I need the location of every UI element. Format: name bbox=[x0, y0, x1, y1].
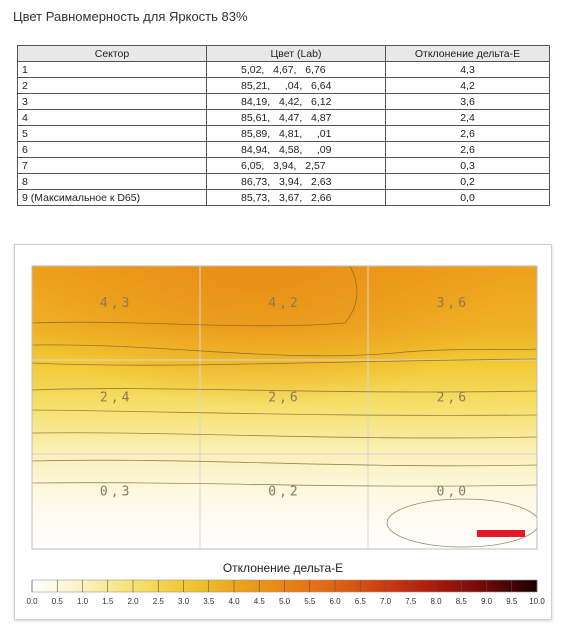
lab-cell: 85,89, 4,81, ,01 bbox=[206, 125, 386, 142]
cell-value-label: 4,2 bbox=[268, 296, 300, 311]
plot-border bbox=[31, 265, 538, 550]
sector-cell: 5 bbox=[17, 125, 207, 142]
cell-labels: 4,3 4,2 3,6 2,4 2,6 2,6 0,3 0,2 0,0 bbox=[100, 296, 469, 500]
header-delta-e: Отклонение дельта-E bbox=[385, 45, 550, 62]
cell-value-label: 0,2 bbox=[268, 485, 300, 500]
delta-e-cell: 0,0 bbox=[385, 189, 550, 206]
colorbar-tick-label: 10.0 bbox=[529, 597, 545, 606]
table-row: 6 84,94, 4,58, ,09 2,6 bbox=[17, 141, 550, 158]
table-row: 2 85,21, ,04, 6,64 4,2 bbox=[17, 77, 550, 94]
lab-cell: 86,73, 3,94, 2,63 bbox=[206, 173, 386, 190]
max-point-marker bbox=[477, 530, 525, 537]
table-row: 9 (Максимальное к D65) 85,73, 3,67, 2,66 0… bbox=[17, 189, 550, 206]
delta-e-cell: 2,6 bbox=[385, 141, 550, 158]
colorbar-ticks: 0.0 0.5 1.0 1.5 2.0 2.5 3.0 3.5 4.0 4.5 5.0 5.5 6.0 6… bbox=[26, 580, 545, 606]
colorbar-tick-label: 8.0 bbox=[430, 597, 442, 606]
colorbar-tick-label: 6.0 bbox=[329, 597, 341, 606]
sector-cell: 6 bbox=[17, 141, 207, 158]
contour-lines bbox=[32, 266, 537, 548]
colorbar-tick-label: 6.5 bbox=[355, 597, 367, 606]
delta-e-cell: 0,3 bbox=[385, 157, 550, 174]
cell-value-label: 0,3 bbox=[100, 485, 132, 500]
delta-e-cell: 2,6 bbox=[385, 125, 550, 142]
heatmap-panel: 4,3 4,2 3,6 2,4 2,6 2,6 0,3 0,2 0,0 Отклонение д… bbox=[14, 244, 552, 620]
colorbar-tick-label: 5.5 bbox=[304, 597, 316, 606]
colorbar-tick-label: 9.5 bbox=[506, 597, 518, 606]
lab-cell: 85,21, ,04, 6,64 bbox=[206, 77, 386, 94]
colorbar-tick-label: 3.5 bbox=[203, 597, 215, 606]
colorbar-tick-label: 3.0 bbox=[178, 597, 190, 606]
sector-cell: 9 (Максимальное к D65) bbox=[17, 189, 207, 206]
colorbar-tick-label: 7.5 bbox=[405, 597, 417, 606]
delta-e-cell: 0,2 bbox=[385, 173, 550, 190]
sector-cell: 8 bbox=[17, 173, 207, 190]
sector-cell: 1 bbox=[17, 61, 207, 78]
colorbar-tick-label: 7.0 bbox=[380, 597, 392, 606]
lab-cell: 5,02, 4,67, 6,76 bbox=[206, 61, 386, 78]
table-row: 3 84,19, 4,42, 6,12 3,6 bbox=[17, 93, 550, 110]
colorbar-tick-label: 2.5 bbox=[153, 597, 165, 606]
lab-cell: 6,05, 3,94, 2,57 bbox=[206, 157, 386, 174]
colorbar-title: Отклонение дельта-E bbox=[223, 561, 343, 575]
cell-value-label: 4,3 bbox=[100, 296, 132, 311]
lab-cell: 84,19, 4,42, 6,12 bbox=[206, 93, 386, 110]
cell-value-label: 0,0 bbox=[437, 485, 469, 500]
colorbar-tick-label: 5.0 bbox=[279, 597, 291, 606]
delta-e-cell: 3,6 bbox=[385, 93, 550, 110]
table-row: 4 85,61, 4,47, 4,87 2,4 bbox=[17, 109, 550, 126]
table-row: 5 85,89, 4,81, ,01 2,6 bbox=[17, 125, 550, 142]
colorbar-tick-label: 0.5 bbox=[52, 597, 64, 606]
sector-cell: 3 bbox=[17, 93, 207, 110]
page-title: Цвет Равномерность для Яркость 83% bbox=[13, 9, 248, 24]
colorbar-tick-label: 4.5 bbox=[254, 597, 266, 606]
colorbar-tick-label: 2.0 bbox=[127, 597, 139, 606]
heatmap-plot-area bbox=[32, 266, 537, 549]
delta-e-cell: 2,4 bbox=[385, 109, 550, 126]
colorbar-tick-label: 0.0 bbox=[26, 597, 38, 606]
colorbar-tick-label: 9.0 bbox=[481, 597, 493, 606]
sector-cell: 4 bbox=[17, 109, 207, 126]
colorbar-tick-label: 1.5 bbox=[102, 597, 114, 606]
table-row: 1 5,02, 4,67, 6,76 4,3 bbox=[17, 61, 550, 78]
table-row: 7 6,05, 3,94, 2,57 0,3 bbox=[17, 157, 550, 174]
sector-cell: 7 bbox=[17, 157, 207, 174]
colorbar-tick-label: 1.0 bbox=[77, 597, 89, 606]
colorbar-tick-label: 8.5 bbox=[456, 597, 468, 606]
cell-value-label: 2,4 bbox=[100, 390, 132, 405]
delta-e-cell: 4,3 bbox=[385, 61, 550, 78]
cell-value-label: 2,6 bbox=[268, 390, 300, 405]
colorbar-tick-label: 4.0 bbox=[228, 597, 240, 606]
lab-cell: 84,94, 4,58, ,09 bbox=[206, 141, 386, 158]
table-header-row: Сектор Цвет (Lab) Отклонение дельта-E bbox=[17, 45, 550, 62]
delta-e-cell: 4,2 bbox=[385, 77, 550, 94]
cell-value-label: 2,6 bbox=[437, 390, 469, 405]
table-row: 8 86,73, 3,94, 2,63 0,2 bbox=[17, 173, 550, 190]
lab-cell: 85,61, 4,47, 4,87 bbox=[206, 109, 386, 126]
delta-e-heatmap: 4,3 4,2 3,6 2,4 2,6 2,6 0,3 0,2 0,0 Отклонение д… bbox=[26, 265, 545, 606]
header-sector: Сектор bbox=[17, 45, 207, 62]
lab-cell: 85,73, 3,67, 2,66 bbox=[206, 189, 386, 206]
header-lab: Цвет (Lab) bbox=[206, 45, 386, 62]
cell-value-label: 3,6 bbox=[437, 296, 469, 311]
heatmap-hotspot bbox=[32, 266, 537, 549]
sector-cell: 2 bbox=[17, 77, 207, 94]
